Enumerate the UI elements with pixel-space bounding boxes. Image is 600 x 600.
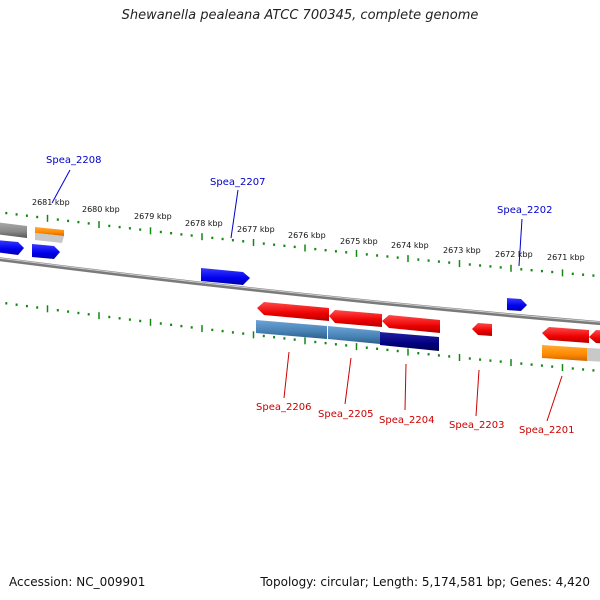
outer-tick-track xyxy=(5,211,595,277)
kbp-label: 2671 kbp xyxy=(547,253,585,262)
gene-label-reverse[interactable]: Spea_2205 xyxy=(318,409,373,420)
kbp-label: 2674 kbp xyxy=(391,241,429,250)
gene-arrow[interactable] xyxy=(589,330,600,344)
kbp-label: 2677 kbp xyxy=(237,225,275,234)
gene-arrow[interactable] xyxy=(32,244,60,259)
gene-arrow[interactable] xyxy=(328,326,380,344)
gene-arrow-shadow xyxy=(35,233,64,243)
gene-arrow[interactable] xyxy=(542,327,589,343)
genome-backbone-highlight xyxy=(0,257,600,323)
gene-arrow[interactable] xyxy=(472,323,492,336)
gene-arrow[interactable] xyxy=(380,332,439,351)
gene-arrow[interactable] xyxy=(329,310,382,327)
reverse-strand-genes xyxy=(256,302,600,362)
gene-arrow[interactable] xyxy=(0,222,27,238)
kbp-label: 2672 kbp xyxy=(495,250,533,259)
gene-label-forward[interactable]: Spea_2208 xyxy=(46,155,101,166)
gene-arrow[interactable] xyxy=(256,320,327,339)
kbp-label: 2675 kbp xyxy=(340,237,378,246)
kbp-label: 2676 kbp xyxy=(288,231,326,240)
gene-label-forward[interactable]: Spea_2202 xyxy=(497,205,552,216)
label-leader-lines xyxy=(51,169,563,422)
kbp-label: 2678 kbp xyxy=(185,219,223,228)
accession-text: Accession: NC_009901 xyxy=(9,575,146,589)
gene-label-reverse[interactable]: Spea_2204 xyxy=(379,415,434,426)
kbp-label: 2681 kbp xyxy=(32,198,70,207)
genome-backbone xyxy=(0,257,600,326)
gene-label-reverse[interactable]: Spea_2201 xyxy=(519,425,574,436)
gene-arrow[interactable] xyxy=(542,345,587,361)
inner-tick-track xyxy=(5,302,595,372)
gene-label-reverse[interactable]: Spea_2203 xyxy=(449,420,504,431)
gene-arrow[interactable] xyxy=(0,240,24,255)
kbp-label: 2673 kbp xyxy=(443,246,481,255)
kbp-label: 2680 kbp xyxy=(82,205,120,214)
gene-label-reverse[interactable]: Spea_2206 xyxy=(256,402,311,413)
map-title: Shewanella pealeana ATCC 700345, complet… xyxy=(121,8,479,23)
topology-text: Topology: circular; Length: 5,174,581 bp… xyxy=(260,575,590,589)
gene-label-forward[interactable]: Spea_2207 xyxy=(210,177,265,188)
kbp-label: 2679 kbp xyxy=(134,212,172,221)
gene-arrow[interactable] xyxy=(507,298,527,311)
forward-strand-genes xyxy=(0,222,527,311)
gene-arrow[interactable] xyxy=(257,302,329,321)
gene-arrow[interactable] xyxy=(382,315,440,333)
gene-arrow[interactable] xyxy=(587,348,600,362)
gene-arrow[interactable] xyxy=(201,268,250,285)
